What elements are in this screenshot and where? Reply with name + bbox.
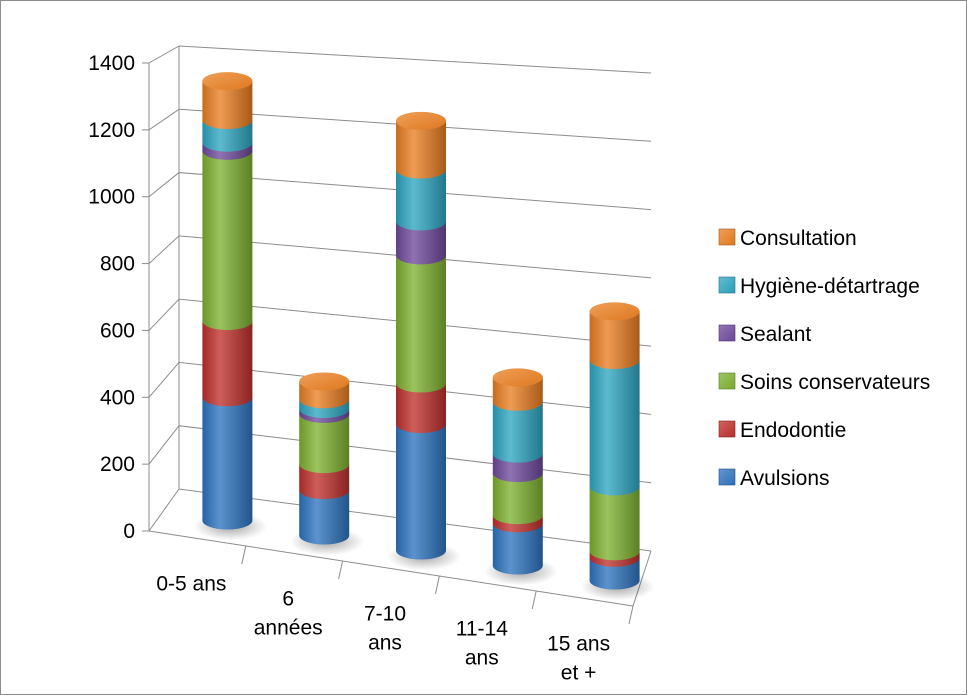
x-axis-line [148,530,634,607]
legend-item: Avulsions [718,467,830,490]
bar-segment-consultation [202,81,253,130]
bar-segment-soins-conservateurs [492,473,543,525]
legend: Consultation Hygiène-détartrage Sealant Soi… [718,227,930,490]
y-tick-label: 1000 [88,186,135,209]
x-tick-label: 7-10 ans [364,603,406,655]
bar-segment-endodontie [299,464,350,500]
bar-segment-avulsions [589,557,640,590]
x-tick-mark [531,590,537,610]
legend-label: Sealant [740,323,811,346]
legend-swatch [718,276,736,294]
legend-label: Avulsions [740,467,830,490]
legend-label: Hygiène-détartrage [740,275,920,298]
bar-segment-consultation [492,377,543,411]
bar-top-cap [492,368,543,387]
legend-item: Hygiène-détartrage [718,275,920,298]
bar-top-cap [396,111,446,130]
x-tick-mark [241,545,247,565]
legend-item: Soins conservateurs [718,371,930,394]
legend-swatch [718,372,736,390]
y-tick-label: 1200 [88,119,135,142]
bar-segment-avulsions [395,424,446,560]
x-tick-label: 15 ans et + [547,633,610,685]
legend-swatch [718,228,736,246]
x-tick-label: 11-14 ans [456,618,508,670]
y-tick-label: 0 [123,520,135,543]
legend-swatch [718,468,736,486]
bar-segment-hygi-ne-d-tartrage [202,120,253,152]
x-tick-mark [434,575,440,595]
bar-segment-soins-conservateurs [299,413,350,474]
y-tick-label: 400 [100,386,135,409]
bar-segment-endodontie [395,383,446,434]
x-tick-label: 6 années [254,588,323,640]
axes [142,46,652,625]
bar-segment-endodontie [202,321,253,407]
bar-segment-consultation [395,120,446,179]
legend-item: Consultation [718,227,857,250]
bar-top-cap [299,372,350,391]
y-tick-label: 1400 [88,52,135,75]
y-tick-label: 800 [100,253,135,276]
bar-segment-sealant [395,221,446,265]
gridline [148,45,652,74]
bar-top-cap [202,72,253,91]
bar-segment-consultation [589,311,640,370]
legend-label: Consultation [740,227,857,250]
legend-swatch [718,420,736,438]
bar-segment-soins-conservateurs [202,150,253,331]
x-tick-mark [628,605,634,625]
bar-segment-hygi-ne-d-tartrage [395,169,446,231]
y-tick-label: 200 [100,453,135,476]
x-tick-mark [338,560,344,580]
bar-segment-avulsions [492,523,543,575]
bar-segment-hygi-ne-d-tartrage [492,401,543,463]
legend-swatch [718,324,736,342]
legend-item: Endodontie [718,419,846,442]
bar-segment-soins-conservateurs [589,486,640,561]
legend-item: Sealant [718,323,811,346]
y-tick-labels: 0 200 400 600 800 1000 1200 1400 [88,52,135,543]
x-tick-labels: 0-5 ans 6 années 7-10 ans 11-14 ans 15 ans et + [156,573,610,685]
bar-segment-avulsions [202,397,253,530]
legend-label: Endodontie [740,419,846,442]
x-tick-label: 0-5 ans [156,573,226,596]
bar-top-cap [589,302,640,321]
bar-segment-soins-conservateurs [395,255,446,393]
bar-segment-hygi-ne-d-tartrage [589,360,640,496]
bar-segment-avulsions [299,490,350,545]
legend-label: Soins conservateurs [740,371,930,394]
y-tick-label: 600 [100,319,135,342]
bars [193,72,655,601]
